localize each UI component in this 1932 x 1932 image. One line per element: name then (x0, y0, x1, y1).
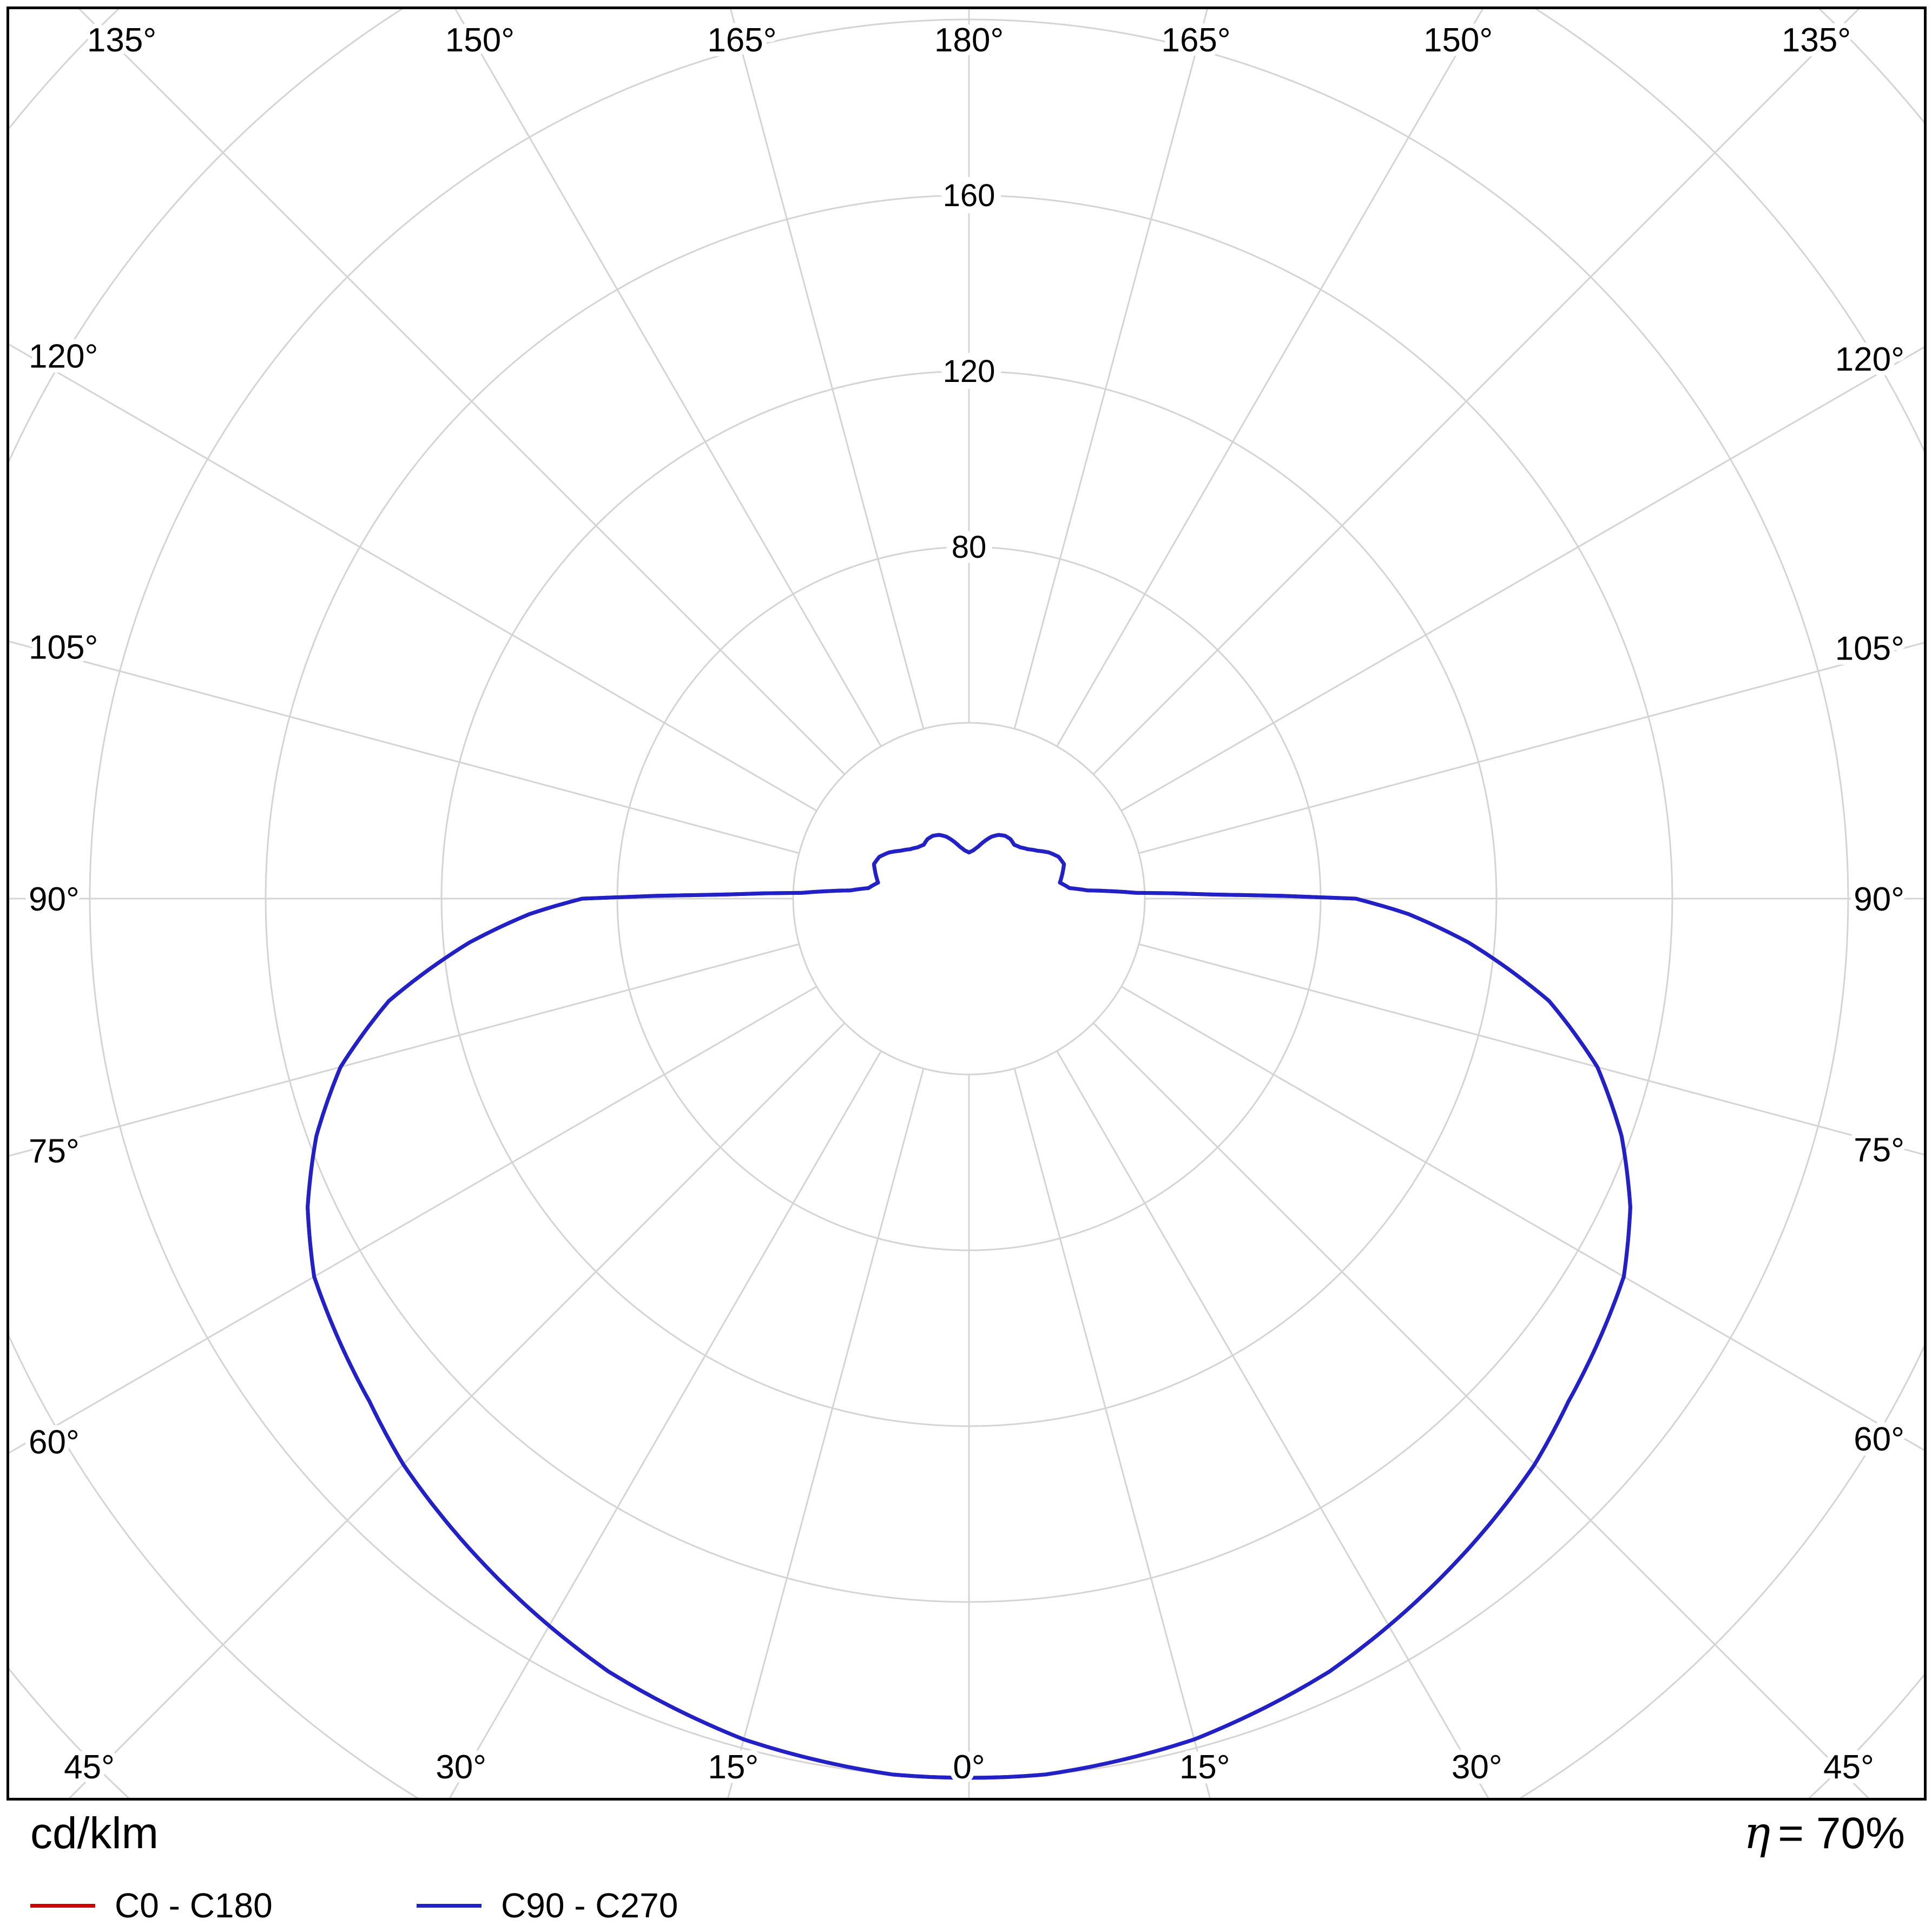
svg-text:30°: 30° (1452, 1749, 1502, 1786)
svg-text:105°: 105° (1835, 630, 1904, 668)
svg-text:60°: 60° (1854, 1421, 1904, 1458)
svg-text:150°: 150° (445, 22, 515, 59)
eta-symbol: η (1744, 1808, 1771, 1859)
svg-text:120: 120 (943, 354, 995, 389)
c90-line-swatch (417, 1903, 482, 1908)
polar-chart: 80 120 160 0° 15° 15° 30° 30° 45° 45° 60° 60° 75° 75°… (9, 9, 1924, 1798)
svg-text:15°: 15° (1179, 1749, 1230, 1786)
polar-plot-frame: 80 120 160 0° 15° 15° 30° 30° 45° 45° 60° 60° 75° 75°… (6, 6, 1927, 1801)
legend-item-c0: C0 - C180 (30, 1884, 273, 1927)
svg-text:120°: 120° (1835, 341, 1904, 378)
svg-text:135°: 135° (1782, 22, 1851, 59)
svg-text:135°: 135° (87, 22, 156, 59)
svg-text:0°: 0° (953, 1749, 985, 1786)
svg-text:45°: 45° (64, 1749, 115, 1786)
svg-text:105°: 105° (29, 629, 98, 666)
svg-text:120°: 120° (29, 338, 98, 375)
svg-text:45°: 45° (1823, 1749, 1874, 1786)
c0-line-swatch (30, 1903, 95, 1908)
svg-text:30°: 30° (436, 1749, 486, 1786)
units-label: cd/klm (30, 1809, 159, 1858)
svg-text:150°: 150° (1423, 22, 1493, 59)
efficiency-label: η = 70% (1744, 1811, 1905, 1856)
svg-text:75°: 75° (1854, 1131, 1904, 1169)
legend-item-c90: C90 - C270 (417, 1884, 678, 1927)
svg-text:15°: 15° (708, 1749, 759, 1786)
legend-label-c0: C0 - C180 (115, 1886, 273, 1925)
svg-text:165°: 165° (707, 22, 776, 59)
svg-text:165°: 165° (1161, 22, 1230, 59)
svg-text:80: 80 (952, 530, 987, 565)
svg-text:160: 160 (943, 178, 995, 213)
svg-text:75°: 75° (29, 1133, 80, 1170)
svg-text:90°: 90° (1854, 881, 1904, 918)
efficiency-value: = 70% (1778, 1809, 1905, 1858)
svg-text:60°: 60° (29, 1423, 80, 1461)
legend-label-c90: C90 - C270 (501, 1886, 678, 1925)
svg-text:90°: 90° (29, 881, 80, 918)
svg-text:180°: 180° (934, 22, 1004, 59)
